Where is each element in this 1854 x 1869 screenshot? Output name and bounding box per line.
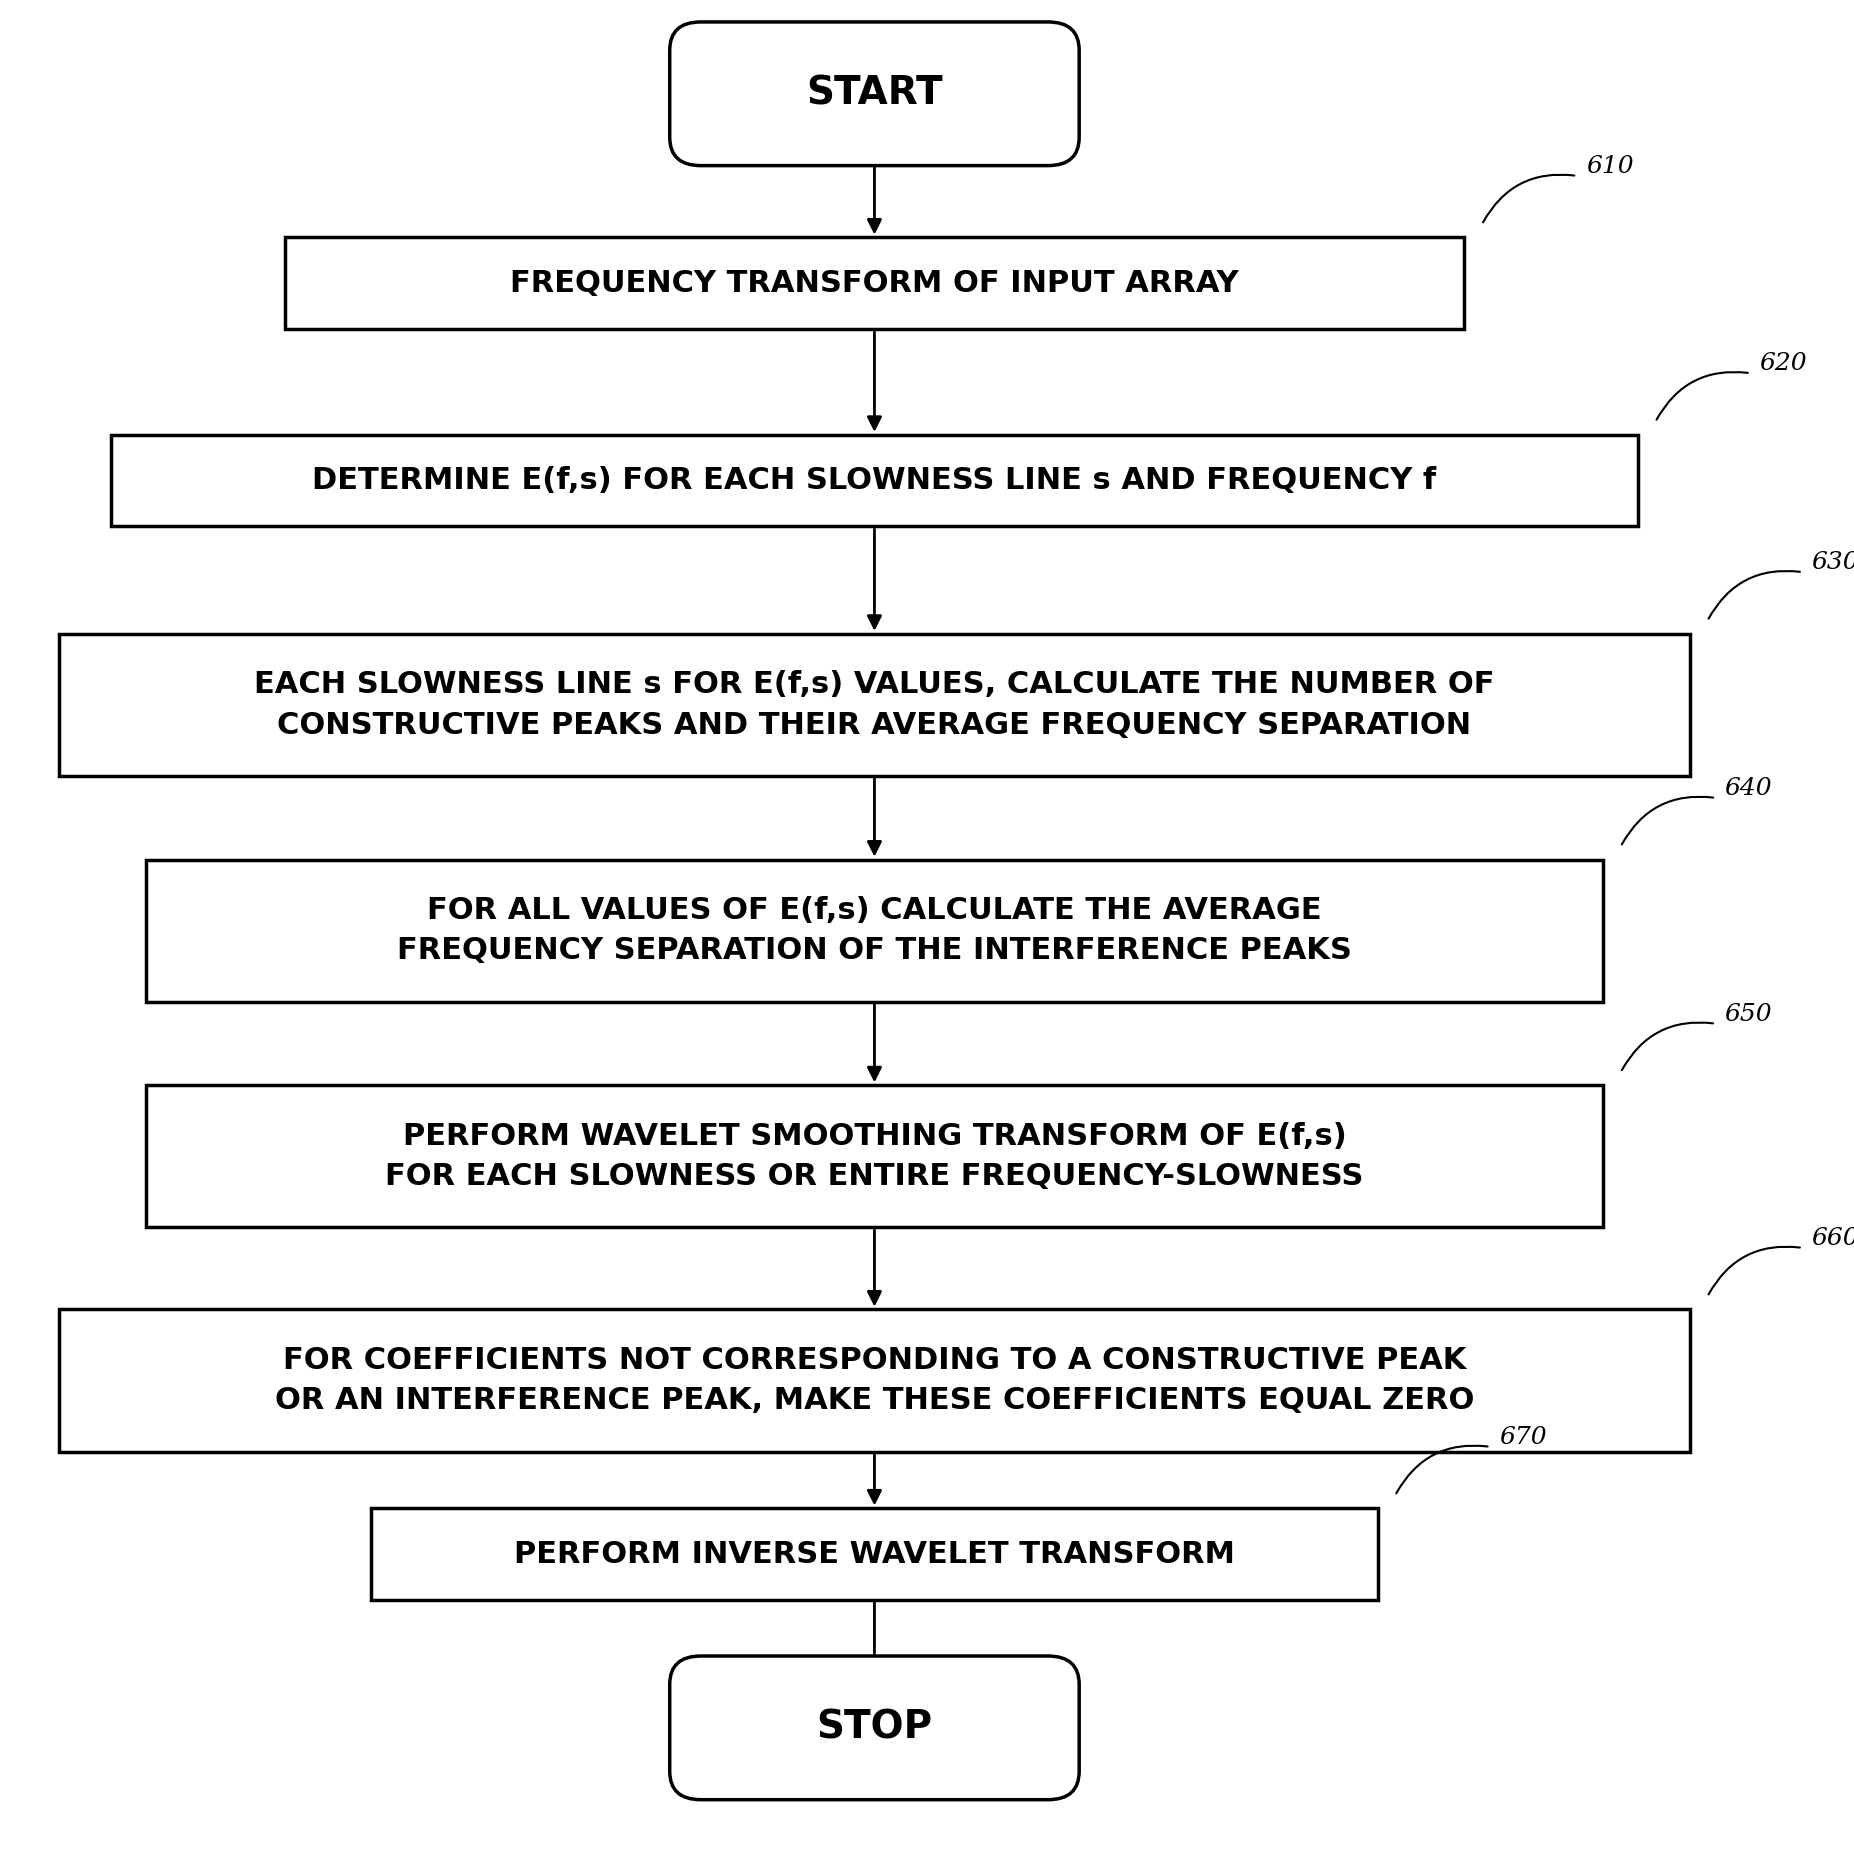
FancyBboxPatch shape (59, 1310, 1689, 1452)
Text: EACH SLOWNESS LINE s FOR E(f,s) VALUES, CALCULATE THE NUMBER OF
CONSTRUCTIVE PEA: EACH SLOWNESS LINE s FOR E(f,s) VALUES, … (254, 669, 1494, 740)
Text: PERFORM WAVELET SMOOTHING TRANSFORM OF E(f,s)
FOR EACH SLOWNESS OR ENTIRE FREQUE: PERFORM WAVELET SMOOTHING TRANSFORM OF E… (386, 1121, 1365, 1191)
FancyBboxPatch shape (59, 634, 1689, 776)
FancyBboxPatch shape (111, 435, 1637, 527)
FancyBboxPatch shape (146, 860, 1604, 1002)
Text: 620: 620 (1759, 351, 1808, 376)
Text: 660: 660 (1811, 1226, 1854, 1250)
Text: 650: 650 (1724, 1002, 1772, 1026)
Text: FREQUENCY TRANSFORM OF INPUT ARRAY: FREQUENCY TRANSFORM OF INPUT ARRAY (510, 269, 1238, 297)
Text: DETERMINE E(f,s) FOR EACH SLOWNESS LINE s AND FREQUENCY f: DETERMINE E(f,s) FOR EACH SLOWNESS LINE … (311, 465, 1437, 495)
Text: START: START (806, 75, 944, 112)
Text: 610: 610 (1585, 155, 1633, 178)
FancyBboxPatch shape (669, 22, 1079, 166)
Text: PERFORM INVERSE WAVELET TRANSFORM: PERFORM INVERSE WAVELET TRANSFORM (514, 1540, 1235, 1568)
Text: 670: 670 (1500, 1426, 1546, 1448)
Text: 640: 640 (1724, 778, 1772, 800)
Text: STOP: STOP (816, 1708, 933, 1748)
FancyBboxPatch shape (669, 1656, 1079, 1800)
Text: FOR ALL VALUES OF E(f,s) CALCULATE THE AVERAGE
FREQUENCY SEPARATION OF THE INTER: FOR ALL VALUES OF E(f,s) CALCULATE THE A… (397, 895, 1352, 964)
Text: FOR COEFFICIENTS NOT CORRESPONDING TO A CONSTRUCTIVE PEAK
OR AN INTERFERENCE PEA: FOR COEFFICIENTS NOT CORRESPONDING TO A … (274, 1346, 1474, 1415)
Text: 630: 630 (1811, 551, 1854, 574)
FancyBboxPatch shape (371, 1508, 1378, 1600)
FancyBboxPatch shape (284, 237, 1465, 329)
FancyBboxPatch shape (146, 1086, 1604, 1228)
